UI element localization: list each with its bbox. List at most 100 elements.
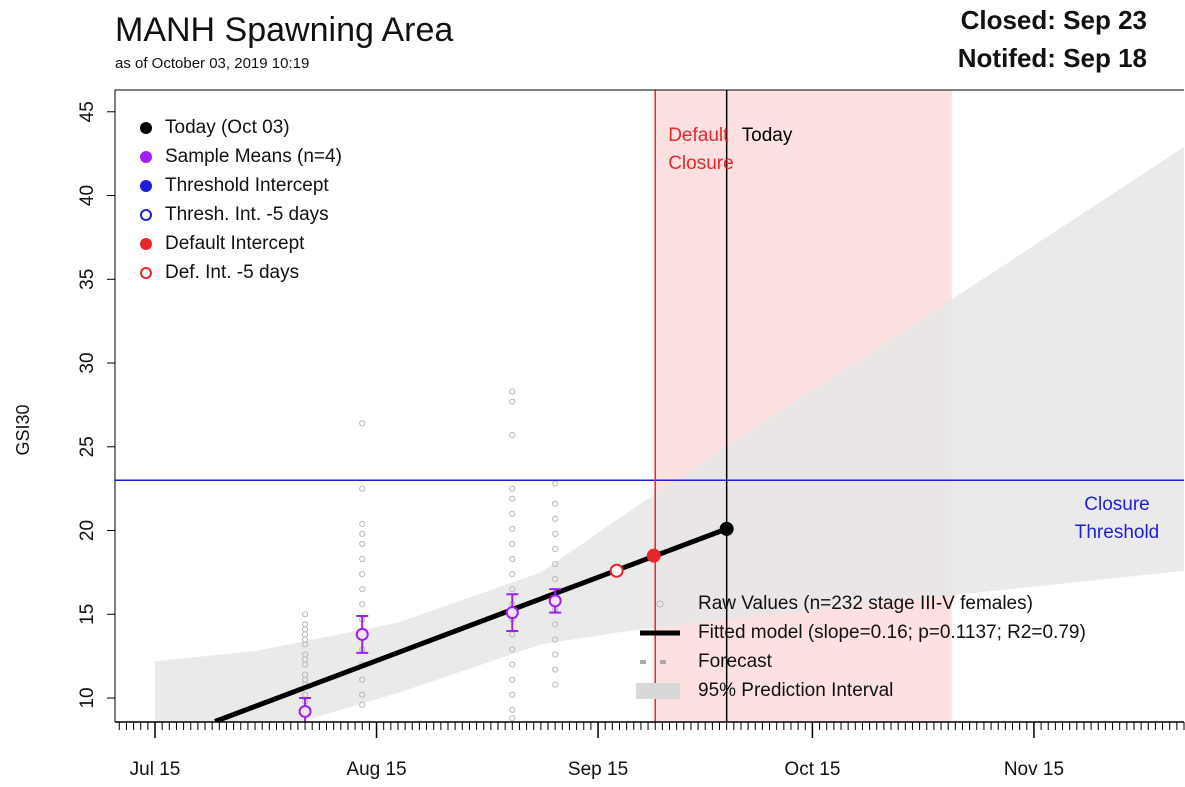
raw-point: [301, 626, 309, 633]
y-tick-label: 20: [77, 520, 98, 541]
raw-point: [359, 601, 366, 608]
default-closure-label: Default: [668, 125, 729, 146]
raw-point: [301, 631, 309, 638]
raw-point: [359, 676, 366, 683]
raw-point: [359, 485, 366, 492]
default-closure-label: Closure: [668, 153, 733, 174]
raw-point: [552, 576, 559, 583]
y-tick-label: 25: [77, 436, 98, 457]
raw-point: [301, 611, 309, 618]
raw-point: [552, 681, 559, 688]
sample-mean: [548, 594, 562, 608]
legend-label: Def. Int. -5 days: [165, 262, 299, 283]
legend-label: Threshold Intercept: [165, 175, 329, 196]
legend-marker: [636, 683, 680, 699]
intercept-point: [609, 563, 624, 578]
raw-point: [359, 530, 366, 537]
legend-label: Sample Means (n=4): [165, 146, 342, 167]
raw-point: [509, 706, 516, 713]
chart-title: MANH Spawning Area: [115, 11, 453, 49]
y-tick-label: 10: [77, 687, 98, 708]
threshold-label: Threshold: [1075, 522, 1160, 543]
legend-marker: [140, 209, 152, 221]
raw-point: [301, 656, 309, 663]
raw-point: [359, 420, 366, 427]
raw-point: [359, 691, 366, 698]
raw-point: [509, 485, 516, 492]
x-tick-label: Sep 15: [568, 759, 628, 780]
chart-subtitle: as of October 03, 2019 10:19: [115, 55, 309, 72]
raw-point: [359, 570, 366, 578]
sample-mean: [298, 704, 312, 718]
legend-marker: [140, 238, 152, 250]
plot-frame: [114, 89, 1184, 722]
legend-label: Today (Oct 03): [165, 117, 290, 138]
raw-point: [301, 621, 309, 628]
y-tick-label: 40: [77, 185, 98, 206]
threshold-label: Closure: [1084, 494, 1149, 515]
raw-point: [301, 676, 309, 683]
legend-marker: [140, 122, 152, 134]
raw-point: [509, 691, 516, 698]
raw-point: [509, 525, 516, 532]
raw-point: [552, 651, 559, 658]
raw-point: [359, 586, 366, 593]
raw-point: [509, 495, 516, 502]
status-notified: Notifed: Sep 18: [958, 43, 1147, 73]
legend-label: Fitted model (slope=0.16; p=0.1137; R2=0…: [698, 622, 1086, 643]
raw-point: [509, 555, 516, 563]
raw-point: [509, 661, 516, 668]
legend-marker: [140, 267, 152, 279]
raw-point: [509, 715, 516, 722]
y-tick-label: 15: [77, 604, 98, 625]
raw-point: [359, 555, 366, 563]
raw-point: [552, 545, 559, 553]
raw-point: [509, 570, 516, 578]
raw-point: [552, 621, 559, 628]
legend-marker: [656, 600, 664, 608]
plot-area: [115, 90, 1184, 722]
y-axis-label: GSI30: [13, 404, 33, 455]
intercept-point: [646, 548, 661, 563]
raw-point: [509, 388, 516, 395]
sample-mean: [355, 627, 369, 641]
status-closed: Closed: Sep 23: [961, 5, 1147, 35]
raw-point: [359, 540, 366, 548]
raw-point: [359, 701, 366, 708]
fitted-line: [214, 526, 728, 722]
sample-mean: [505, 606, 519, 620]
raw-point: [359, 520, 366, 527]
raw-point: [509, 586, 516, 593]
raw-point: [552, 480, 559, 487]
y-tick-label: 35: [77, 269, 98, 290]
raw-point: [552, 636, 559, 643]
x-tick-label: Nov 15: [1004, 759, 1064, 780]
raw-point: [509, 510, 516, 517]
legend-marker: [140, 151, 152, 163]
intercept-point: [719, 521, 734, 536]
legend-label: Default Intercept: [165, 233, 305, 254]
raw-point: [509, 431, 516, 439]
x-tick-label: Oct 15: [784, 759, 840, 780]
raw-point: [509, 540, 516, 548]
raw-point: [509, 646, 516, 653]
raw-point: [552, 515, 559, 522]
legend-label: 95% Prediction Interval: [698, 680, 893, 701]
y-tick-label: 45: [77, 101, 98, 122]
raw-point: [552, 530, 559, 537]
prediction-interval: [155, 146, 1184, 722]
x-tick-label: Jul 15: [130, 759, 181, 780]
raw-point: [301, 636, 309, 643]
legend-marker: [140, 180, 152, 192]
today-label: Today: [742, 125, 793, 146]
legend-label: Thresh. Int. -5 days: [165, 204, 329, 225]
y-tick-label: 30: [77, 352, 98, 373]
raw-point: [552, 666, 559, 673]
raw-point: [509, 676, 516, 683]
x-tick-label: Aug 15: [346, 759, 406, 780]
raw-point: [552, 500, 559, 507]
raw-point: [552, 560, 559, 568]
legend-label: Forecast: [698, 651, 773, 672]
raw-point: [509, 398, 516, 405]
